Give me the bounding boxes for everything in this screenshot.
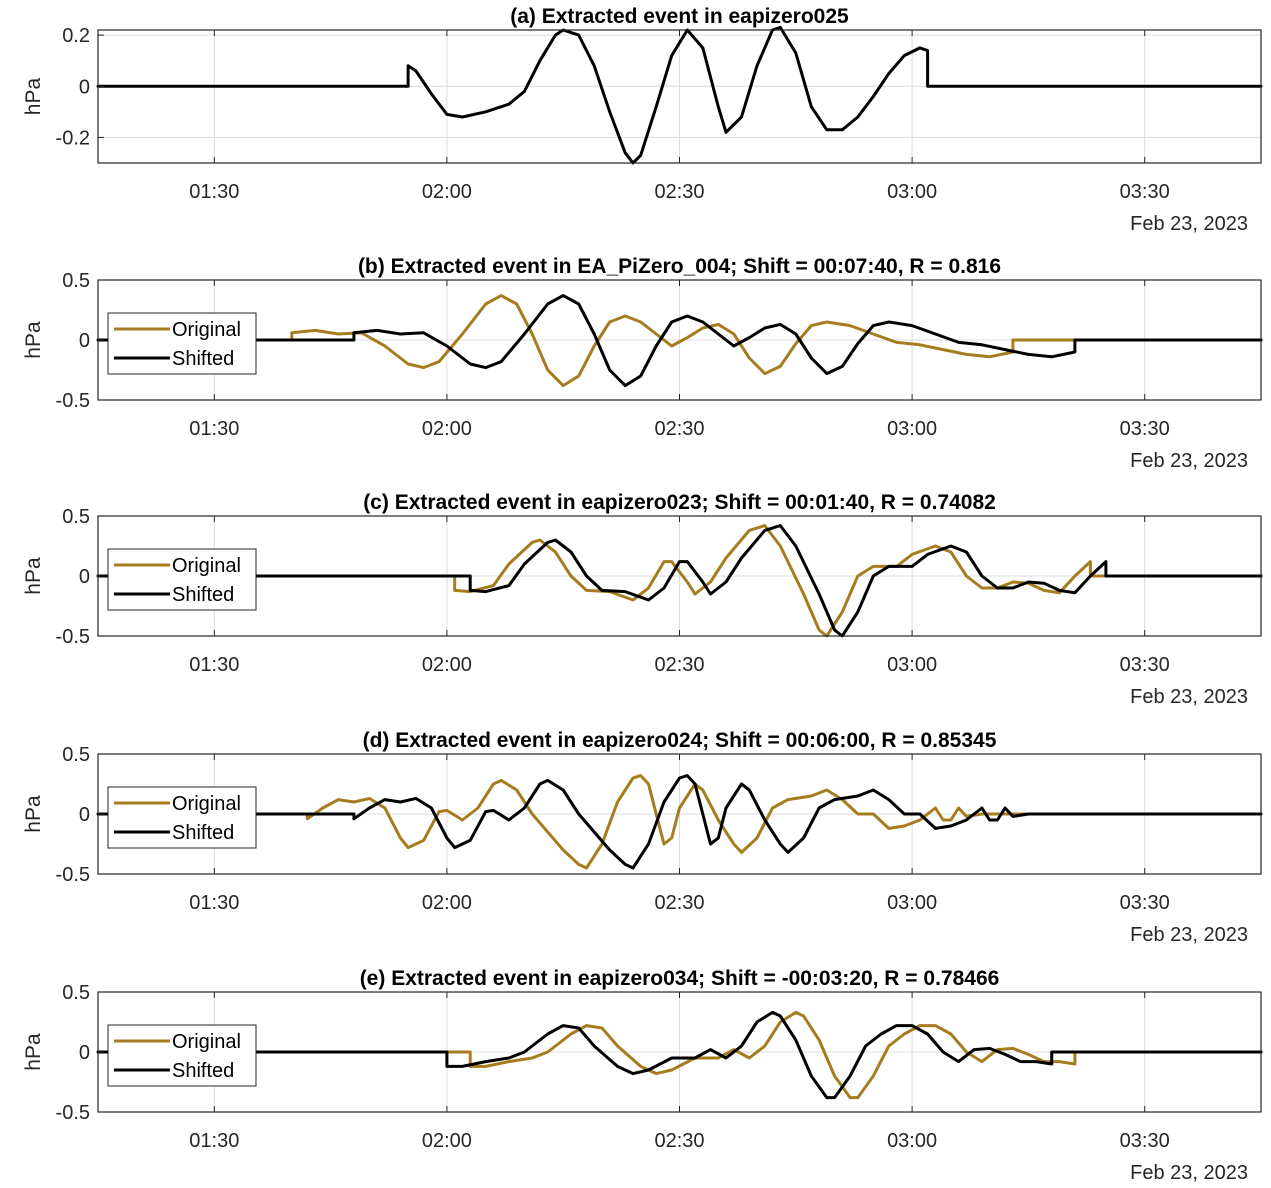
legend-label-shifted: Shifted	[172, 584, 234, 606]
x-tick-label: 02:00	[422, 1130, 472, 1152]
x-tick-label: 01:30	[189, 418, 239, 440]
y-axis-label: hPa	[22, 557, 45, 595]
y-tick-label: -0.5	[56, 864, 90, 886]
x-tick-label: 01:30	[189, 1130, 239, 1152]
legend-label-shifted: Shifted	[172, 348, 234, 370]
y-tick-label: 0.5	[62, 744, 90, 766]
chart-title: (e) Extracted event in eapizero034; Shif…	[360, 967, 1000, 990]
x-tick-label: 01:30	[189, 181, 239, 203]
y-tick-label: -0.2	[56, 127, 90, 149]
legend-box	[107, 786, 257, 849]
legend-box	[107, 548, 257, 611]
date-label: Feb 23, 2023	[1130, 450, 1248, 472]
legend: Original Shifted	[107, 548, 257, 611]
series-line-shifted	[96, 524, 1263, 638]
x-tick-label: 02:30	[654, 1130, 704, 1152]
date-label: Feb 23, 2023	[1130, 1162, 1248, 1184]
y-tick-label: 0	[79, 1042, 90, 1064]
chart-title: (d) Extracted event in eapizero024; Shif…	[363, 729, 997, 752]
y-axis-label: hPa	[22, 78, 45, 116]
y-tick-label: 0	[79, 804, 90, 826]
chart-panel-d: (d) Extracted event in eapizero024; Shif…	[22, 729, 1263, 946]
legend: Original Shifted	[107, 786, 257, 849]
y-tick-label: 0	[79, 76, 90, 98]
date-label: Feb 23, 2023	[1130, 213, 1248, 235]
legend-label-shifted: Shifted	[172, 1060, 234, 1082]
series-line-original	[96, 294, 1263, 388]
series-line-shifted	[96, 294, 1263, 388]
y-tick-label: 0	[79, 330, 90, 352]
x-tick-label: 02:30	[654, 892, 704, 914]
chart-title: (c) Extracted event in eapizero023; Shif…	[363, 491, 996, 514]
date-label: Feb 23, 2023	[1130, 924, 1248, 946]
legend-label-original: Original	[172, 319, 241, 341]
y-axis-label: hPa	[22, 321, 45, 359]
x-tick-label: 02:00	[422, 654, 472, 676]
legend-box	[107, 1024, 257, 1087]
x-tick-label: 02:00	[422, 892, 472, 914]
x-tick-label: 01:30	[189, 654, 239, 676]
chart-panel-a: (a) Extracted event in eapizero025 0.2 0 -0…	[22, 5, 1263, 235]
y-tick-label: -0.5	[56, 626, 90, 648]
x-tick-label: 03:00	[887, 654, 937, 676]
x-tick-label: 02:00	[422, 418, 472, 440]
legend-label-original: Original	[172, 1031, 241, 1053]
y-axis-label: hPa	[22, 795, 45, 833]
x-tick-label: 02:00	[422, 181, 472, 203]
chart-title: (b) Extracted event in EA_PiZero_004; Sh…	[358, 255, 1001, 278]
series-line-original	[96, 774, 1263, 870]
y-tick-label: 0.2	[62, 25, 90, 47]
y-axis-label: hPa	[22, 1033, 45, 1071]
y-tick-label: -0.5	[56, 1102, 90, 1124]
x-tick-label: 03:30	[1120, 654, 1170, 676]
y-tick-label: 0.5	[62, 270, 90, 292]
series-line-shifted	[96, 774, 1263, 870]
legend-box	[107, 312, 257, 375]
y-tick-label: -0.5	[56, 390, 90, 412]
y-tick-label: 0.5	[62, 506, 90, 528]
x-tick-label: 03:30	[1120, 418, 1170, 440]
x-tick-label: 03:00	[887, 1130, 937, 1152]
series-line-shifted	[96, 1010, 1263, 1100]
legend: Original Shifted	[107, 312, 257, 375]
series-line-signal	[96, 25, 1263, 165]
x-tick-label: 02:30	[654, 654, 704, 676]
series-line-original	[96, 1010, 1263, 1100]
x-tick-label: 01:30	[189, 892, 239, 914]
x-tick-label: 02:30	[654, 418, 704, 440]
legend-label-shifted: Shifted	[172, 822, 234, 844]
x-tick-label: 03:00	[887, 418, 937, 440]
chart-title: (a) Extracted event in eapizero025	[510, 5, 849, 28]
chart-panel-b: (b) Extracted event in EA_PiZero_004; Sh…	[22, 255, 1263, 472]
chart-panel-e: (e) Extracted event in eapizero034; Shif…	[22, 967, 1263, 1184]
legend-label-original: Original	[172, 555, 241, 577]
series-line-original	[96, 524, 1263, 638]
chart-panel-c: (c) Extracted event in eapizero023; Shif…	[22, 491, 1263, 708]
x-tick-label: 03:30	[1120, 181, 1170, 203]
x-tick-label: 03:00	[887, 892, 937, 914]
x-tick-label: 03:00	[887, 181, 937, 203]
legend-label-original: Original	[172, 793, 241, 815]
x-tick-label: 02:30	[654, 181, 704, 203]
date-label: Feb 23, 2023	[1130, 686, 1248, 708]
x-tick-label: 03:30	[1120, 892, 1170, 914]
legend: Original Shifted	[107, 1024, 257, 1087]
y-tick-label: 0	[79, 566, 90, 588]
x-tick-label: 03:30	[1120, 1130, 1170, 1152]
y-tick-label: 0.5	[62, 982, 90, 1004]
